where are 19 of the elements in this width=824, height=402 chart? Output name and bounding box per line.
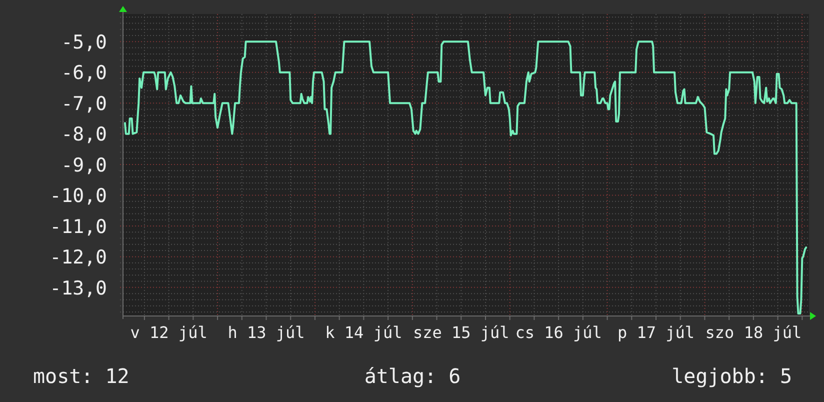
y-tick-label: -7,0 [61, 92, 107, 115]
y-tick-label: -11,0 [50, 216, 107, 238]
y-tick-label: -8,0 [61, 124, 107, 146]
y-tick-label: -10,0 [50, 185, 107, 208]
x-tick-label: szo 18 júl [705, 323, 802, 342]
y-tick-label: -9,0 [61, 154, 107, 176]
x-tick-label: sze 15 júl [412, 323, 510, 342]
y-tick-label: -6,0 [61, 62, 107, 84]
text: most: 12 [33, 364, 130, 388]
x-tick-label: cs 16 júl [515, 323, 602, 342]
x-tick-label: k 14 júl [325, 323, 402, 342]
text: legjobb: 5 [672, 364, 792, 388]
x-tick-label: p 17 júl [617, 323, 695, 342]
x-tick-label: v 12 júl [130, 323, 208, 342]
x-tick-label: h 13 júl [228, 323, 305, 342]
y-tick-label: -12,0 [50, 246, 107, 269]
y-tick-label: -5,0 [61, 31, 107, 54]
text: átlag: 6 [364, 364, 461, 388]
y-tick-label: -13,0 [50, 277, 107, 300]
